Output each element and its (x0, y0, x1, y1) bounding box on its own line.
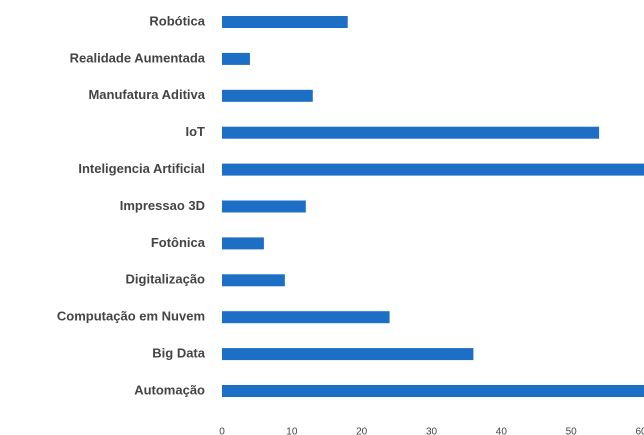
y-tick-label: Big Data (152, 346, 206, 361)
y-tick-label: Automação (134, 382, 205, 397)
bar (222, 348, 474, 361)
x-tick-label: 30 (426, 427, 438, 435)
y-tick-label: Fotônica (151, 235, 206, 250)
y-tick-label: Impressao 3D (120, 198, 205, 213)
y-tick-label: Computação em Nuvem (57, 309, 205, 324)
y-tick-label: Manufatura Aditiva (88, 87, 205, 102)
bar (222, 311, 390, 324)
x-tick-label: 40 (496, 427, 508, 435)
x-tick-label: 0 (219, 427, 225, 435)
bar (222, 385, 644, 397)
y-tick-label: Inteligencia Artificial (78, 161, 205, 176)
y-tick-label: Robótica (149, 13, 205, 28)
bar (222, 16, 348, 28)
y-tick-label: IoT (186, 124, 206, 139)
bar (222, 89, 313, 102)
x-tick-label: 50 (566, 427, 578, 435)
bar (222, 274, 285, 287)
x-tick-label: 10 (286, 427, 298, 435)
y-tick-label: Realidade Aumentada (70, 50, 206, 65)
y-tick-label: Digitalização (126, 272, 206, 287)
x-tick-label: 60 (635, 427, 644, 435)
bar (222, 200, 306, 213)
bar (222, 237, 264, 250)
x-tick-label: 20 (356, 427, 368, 435)
bar (222, 163, 644, 176)
bar (222, 126, 600, 139)
bar (222, 52, 250, 65)
